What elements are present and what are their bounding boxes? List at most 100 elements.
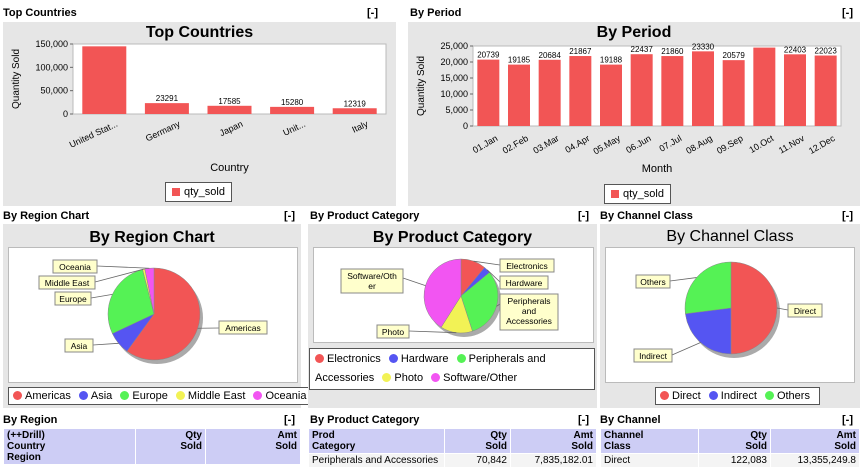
x-axis-label: Country [210, 162, 249, 174]
label-leader [92, 342, 119, 346]
bar-03-mar [538, 59, 561, 126]
label-leader [669, 277, 697, 282]
bar-07-jul [661, 56, 684, 126]
pie-slice-peripherals-and-accessories [460, 272, 499, 332]
slice-label: Middle East [45, 278, 90, 288]
legend-dot [660, 391, 669, 400]
label-leader [402, 277, 426, 287]
bar-italy [332, 108, 377, 114]
legend-dot [456, 354, 466, 363]
legend-dot [78, 391, 88, 400]
collapse-button-by-channel[interactable]: [-] [842, 414, 853, 426]
data-label: 20739 [477, 51, 500, 60]
x-tick-label: 01.Jan [471, 133, 499, 155]
y-tick-label: 150,000 [35, 39, 68, 49]
legend-item: Europe [120, 390, 168, 402]
collapse-button-by-period[interactable]: [-] [842, 7, 853, 19]
column-header-prod-category[interactable]: Prod Category [308, 428, 445, 454]
by-product-category-table: Prod Category Qty Sold Amt Sold Peripher… [308, 428, 597, 468]
legend-label: Electronics [327, 353, 381, 365]
chart-title: By Channel Class [666, 228, 794, 245]
x-tick-label: 08.Aug [684, 133, 714, 156]
column-header-country-region[interactable]: (++Drill) Country Region [3, 428, 136, 465]
cell-amt-sold: 13,355,249.8 [770, 453, 860, 468]
table-row: Direct 122,083 13,355,249.8 [600, 453, 860, 468]
legend-label: Oceania [265, 390, 307, 402]
slice-label: Software/Oth [347, 271, 397, 281]
panel-title-top-countries: Top Countries [3, 7, 77, 19]
pie-slice-americas [126, 267, 201, 361]
label-leader [496, 303, 501, 307]
panel-title-by-product-category: By Product Category [310, 210, 420, 222]
x-tick-label: 10.Oct [747, 133, 775, 155]
data-label: 20684 [539, 51, 562, 60]
bar-11-nov [784, 54, 806, 127]
slice-label: Europe [59, 294, 87, 304]
legend-dot [315, 354, 324, 363]
x-tick-label: 05.May [591, 133, 622, 157]
x-tick-label: 03.Mar [531, 133, 560, 156]
column-header-amt-sold[interactable]: Amt Sold [770, 428, 860, 454]
legend-item: Photo [382, 372, 423, 384]
legend-dot [388, 354, 398, 363]
by-channel-class-pie-chart: By Channel Class Direct Indirect Others Di… [600, 224, 860, 408]
legend-label: Middle East [187, 390, 246, 402]
x-tick-label: Japan [218, 119, 244, 138]
collapse-button-by-product-category-table[interactable]: [-] [578, 414, 589, 426]
data-label: 22403 [784, 45, 807, 54]
collapse-button-top-countries[interactable]: [-] [367, 7, 378, 19]
data-label: 17585 [218, 97, 241, 106]
chart-title: Top Countries [145, 24, 254, 41]
y-tick-label: 5,000 [445, 105, 468, 115]
label-leader [96, 265, 150, 269]
column-header-qty-sold[interactable]: Qty Sold [444, 428, 511, 454]
x-tick-label: Italy [350, 119, 370, 135]
bar-02-feb [508, 64, 530, 126]
chart-legend: qty_sold [604, 184, 671, 204]
column-header-amt-sold[interactable]: Amt Sold [205, 428, 301, 465]
chart-title: By Period [596, 24, 672, 41]
data-label: 22437 [631, 45, 654, 54]
legend-dot [764, 391, 774, 400]
data-label: 20579 [723, 51, 746, 60]
legend-label: Indirect [720, 390, 757, 402]
collapse-button-by-region-chart[interactable]: [-] [284, 210, 295, 222]
label-box [633, 348, 673, 363]
legend-dot [120, 391, 130, 400]
slice-label: Hardware [506, 278, 543, 288]
slice-label: Accessories [506, 316, 552, 326]
by-period-chart: By Period 0 5,000 10,000 15,000 20,000 25,000… [408, 22, 860, 206]
legend-label: qty_sold [184, 186, 225, 198]
collapse-button-by-region[interactable]: [-] [284, 414, 295, 426]
bar-06-jun [630, 54, 653, 126]
by-product-category-pie-chart: By Product Category Software/Oth er Electr… [308, 224, 597, 408]
label-leader [473, 260, 501, 266]
data-label: 15280 [281, 98, 304, 107]
collapse-button-by-channel-class[interactable]: [-] [842, 210, 853, 222]
pie-slice-others [684, 261, 732, 315]
slice-label: Asia [71, 341, 88, 351]
slice-label: and [522, 306, 536, 316]
slice-label: Peripherals [508, 296, 551, 306]
column-header-channel-class[interactable]: Channel Class [600, 428, 699, 454]
chart-legend: Direct Indirect Others [655, 387, 820, 405]
legend-dot [13, 391, 22, 400]
column-header-qty-sold[interactable]: Qty Sold [135, 428, 206, 465]
bar-10-oct [753, 47, 776, 126]
column-header-qty-sold[interactable]: Qty Sold [698, 428, 771, 454]
chart-legend: Americas Asia Europe Middle East Oceania [8, 387, 317, 405]
data-label: 21860 [661, 47, 684, 56]
by-region-table: (++Drill) Country Region Qty Sold Amt So… [3, 428, 301, 465]
collapse-button-by-product-category[interactable]: [-] [578, 210, 589, 222]
slice-label: Americas [225, 323, 260, 333]
chart-title: By Product Category [372, 229, 533, 246]
plot-area [472, 45, 842, 127]
x-tick-label: 02.Feb [501, 133, 530, 156]
y-tick-label: 100,000 [35, 62, 68, 72]
top-countries-chart: Top Countries 0 50,000 100,000 150,000 Unite… [3, 22, 396, 206]
legend-dot [175, 391, 185, 400]
panel-title-by-region: By Region [3, 414, 58, 426]
bar-12-dec [814, 55, 837, 127]
legend-item: Peripherals and Accessories [315, 353, 546, 384]
column-header-amt-sold[interactable]: Amt Sold [510, 428, 597, 454]
